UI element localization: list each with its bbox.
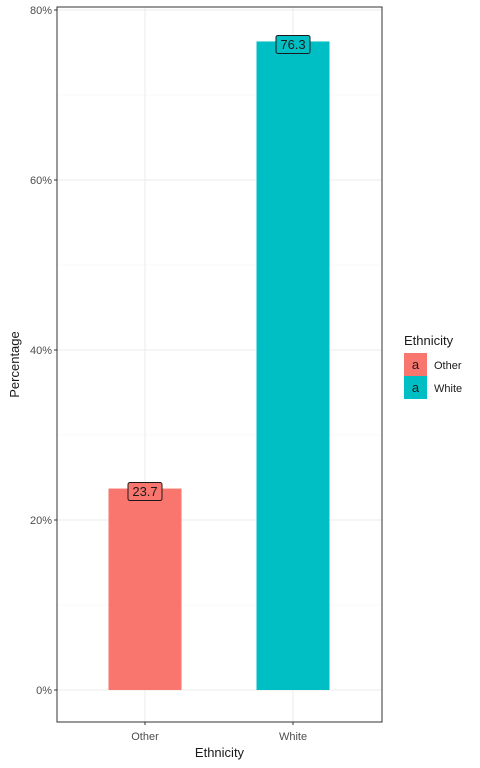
y-axis-title: Percentage	[7, 331, 22, 398]
y-tick-label: 60%	[30, 175, 52, 187]
legend-item-white: a White	[404, 376, 462, 399]
y-tick-label: 80%	[30, 5, 52, 17]
data-label-text: 76.3	[280, 37, 305, 52]
data-label-box	[275, 34, 311, 54]
panel-border	[56, 6, 383, 723]
bar-white	[256, 41, 330, 690]
legend-item-other: a Other	[404, 353, 462, 376]
x-tick-label: White	[279, 731, 307, 743]
legend-key-glyph: a	[412, 357, 420, 372]
bar-other	[108, 488, 182, 690]
legend-key	[404, 376, 427, 399]
data-label-other: 23.7	[127, 482, 163, 502]
data-label-box	[127, 482, 163, 502]
legend-label: White	[434, 383, 462, 395]
legend-title: Ethnicity	[404, 333, 454, 348]
x-tick-label: Other	[131, 731, 159, 743]
legend-key	[404, 353, 427, 376]
legend-items: a Other a White	[404, 353, 462, 399]
data-label-text: 23.7	[132, 484, 157, 499]
bars	[108, 41, 330, 690]
y-axis: 0% 20% 40% 60% 80%	[30, 5, 57, 697]
data-labels: 23.7 76.3	[127, 34, 311, 502]
x-axis: Other White	[131, 722, 307, 743]
legend: Ethnicity a Other a White	[404, 333, 462, 399]
data-label-white: 76.3	[275, 34, 311, 54]
legend-label: Other	[434, 360, 462, 372]
x-axis-title: Ethnicity	[195, 745, 245, 760]
y-tick-label: 0%	[36, 685, 52, 697]
y-tick-label: 20%	[30, 515, 52, 527]
y-tick-label: 40%	[30, 345, 52, 357]
legend-key-glyph: a	[412, 380, 420, 395]
